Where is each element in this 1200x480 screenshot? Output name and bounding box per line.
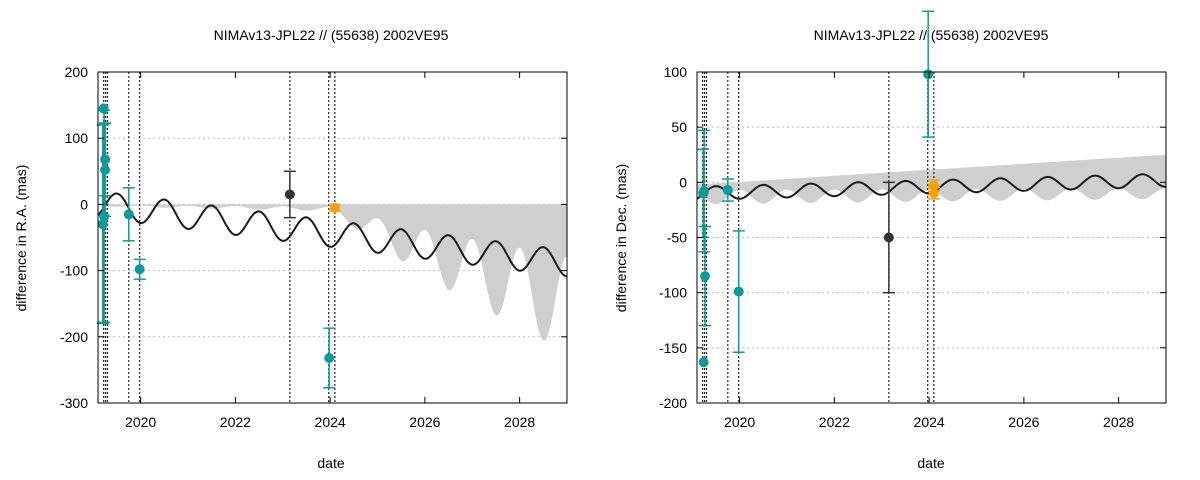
data-point (883, 232, 894, 243)
x-axis-label: date (317, 455, 344, 471)
data-points (96, 103, 341, 389)
model-curve (97, 192, 568, 278)
y-axis-label: difference in Dec. (mas) (613, 164, 629, 312)
chart-title: NIMAv13-JPL22 // (55638) 2002VE95 (214, 27, 449, 43)
uncertainty-area (98, 204, 567, 341)
x-tick-label: 2022 (819, 414, 850, 430)
axes: -300 -200 -100 0 100 200 2020 2022 2024 2026 2028 (60, 64, 568, 430)
y-tick-label: -100 (60, 263, 88, 279)
data-point (329, 202, 340, 213)
data-point (698, 357, 709, 368)
x-tick-label: 2020 (125, 414, 156, 430)
data-point (923, 69, 934, 80)
y-tick-label: 0 (80, 196, 88, 212)
data-point (100, 164, 111, 175)
y-tick-label: -200 (60, 329, 88, 345)
x-tick-label: 2020 (724, 414, 755, 430)
y-tick-label: 100 (664, 64, 688, 80)
y-tick-label: 100 (65, 130, 89, 146)
y-tick-label: -50 (667, 230, 687, 246)
x-tick-label: 2024 (914, 414, 945, 430)
x-tick-label: 2022 (220, 414, 251, 430)
x-axis-label: date (917, 455, 944, 471)
chart-panel-ra: NIMAv13-JPL22 // (55638) 2002VE95 date d… (13, 27, 568, 471)
data-point (97, 219, 108, 230)
x-tick-label: 2028 (1103, 414, 1134, 430)
data-point (928, 188, 939, 199)
x-tick-label: 2026 (1008, 414, 1039, 430)
x-tick-label: 2028 (504, 414, 535, 430)
data-points (697, 10, 940, 368)
chart-panel-dec: NIMAv13-JPL22 // (55638) 2002VE95 date d… (613, 10, 1167, 471)
y-tick-label: -100 (659, 285, 687, 301)
y-axis-label: difference in R.A. (mas) (13, 165, 29, 312)
data-point (733, 286, 744, 297)
data-point (698, 188, 709, 199)
y-tick-label: -150 (659, 340, 687, 356)
data-point (284, 189, 295, 200)
y-tick-label: -200 (659, 395, 687, 411)
plot-frame (97, 71, 568, 404)
data-point (722, 185, 733, 196)
model-line (97, 192, 568, 278)
chart-title: NIMAv13-JPL22 // (55638) 2002VE95 (814, 27, 1049, 43)
data-point (99, 211, 110, 222)
y-tick-label: 0 (679, 174, 687, 190)
observation-date-lines (103, 72, 336, 403)
data-point (324, 352, 335, 363)
x-tick-label: 2024 (315, 414, 346, 430)
data-point (123, 209, 134, 220)
y-tick-label: 50 (671, 119, 687, 135)
data-point (134, 264, 145, 275)
y-tick-label: 200 (65, 64, 89, 80)
axes: -200 -150 -100 -50 0 50 100 2020 2022 2024 2026 202… (659, 64, 1167, 430)
uncertainty-band (98, 204, 567, 341)
x-tick-label: 2026 (409, 414, 440, 430)
data-point (700, 271, 711, 282)
y-tick-label: -300 (60, 395, 88, 411)
